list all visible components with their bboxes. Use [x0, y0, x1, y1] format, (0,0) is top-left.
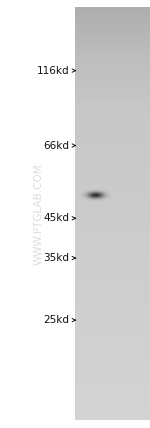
Text: 45kd: 45kd [43, 213, 69, 223]
Text: 25kd: 25kd [43, 315, 69, 325]
Text: 116kd: 116kd [36, 65, 69, 76]
Text: WWW.PTGLAB.COM: WWW.PTGLAB.COM [34, 163, 44, 265]
Text: 66kd: 66kd [43, 140, 69, 151]
Text: 35kd: 35kd [43, 253, 69, 263]
